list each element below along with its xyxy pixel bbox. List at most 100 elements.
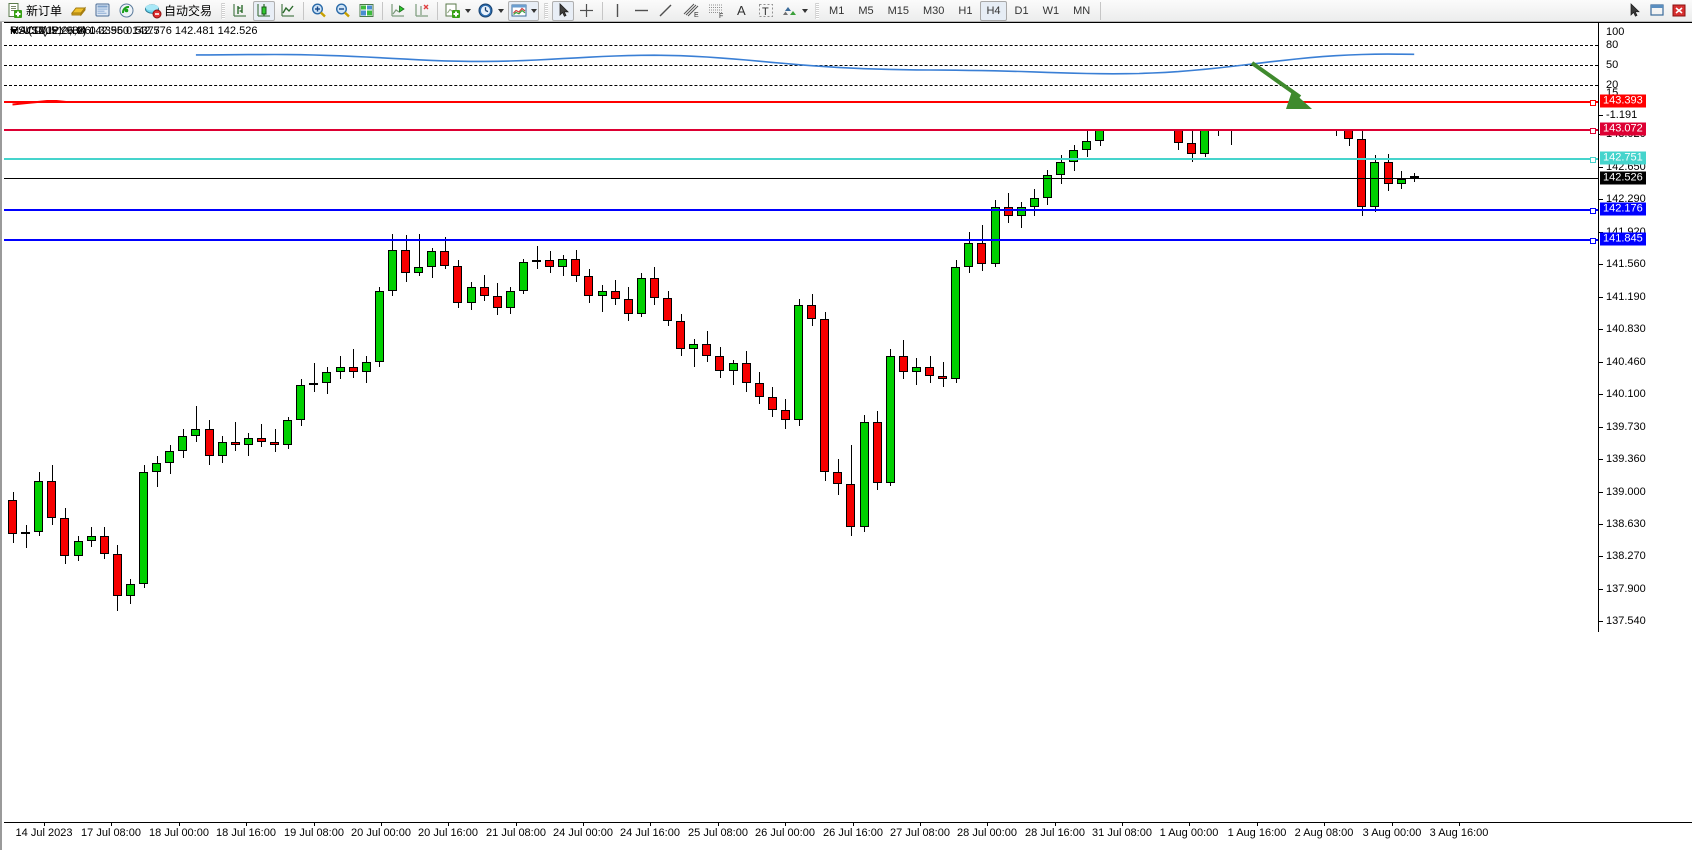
candle-body xyxy=(506,290,515,309)
shapes-button[interactable] xyxy=(779,1,810,21)
timeframe-m15[interactable]: M15 xyxy=(887,4,909,17)
timeframe-m30[interactable]: M30 xyxy=(923,4,945,17)
level-line-support[interactable] xyxy=(4,237,1598,244)
candlestick-chart-button[interactable] xyxy=(253,0,276,21)
rsi-line xyxy=(195,53,1415,75)
timeframe-m1[interactable]: M1 xyxy=(829,4,845,17)
price-tag-support[interactable]: 141.845 xyxy=(1600,232,1646,246)
chevron-down-icon-3[interactable] xyxy=(531,8,538,13)
chevron-down-icon[interactable] xyxy=(465,8,472,13)
time-axis-tick xyxy=(516,823,517,826)
text-label-button[interactable]: T xyxy=(755,1,777,21)
price-tag-pivot[interactable]: 142.751 xyxy=(1600,151,1646,165)
bar-chart-button[interactable] xyxy=(229,1,251,21)
green-arrow-annotation[interactable] xyxy=(1242,57,1332,117)
minimize-icon xyxy=(1650,4,1664,16)
price-axis-label: 139.000 xyxy=(1606,485,1646,498)
gold-bar-button[interactable] xyxy=(68,1,90,21)
time-axis-label: 19 Jul 08:00 xyxy=(284,827,344,839)
minimize-button[interactable] xyxy=(1647,1,1667,21)
level-line-handle[interactable] xyxy=(1590,128,1596,135)
rsi-pane[interactable]: RSI(14) 51.9386 100 80 50 20 15 xyxy=(4,22,1692,100)
zoom-in-button[interactable] xyxy=(308,1,330,21)
candle-body xyxy=(218,441,227,456)
candle-body xyxy=(1069,150,1078,163)
chart-menu-caret-icon[interactable] xyxy=(10,28,18,34)
time-axis[interactable]: 14 Jul 2023 17 Jul 08:00 18 Jul 00:00 18 Ju… xyxy=(4,822,1692,848)
equidistant-channel-button[interactable]: E xyxy=(679,1,703,21)
candle-body xyxy=(820,318,829,472)
cursor-button[interactable] xyxy=(552,0,575,21)
level-line-resistance[interactable] xyxy=(4,128,1598,135)
vertical-line-button[interactable] xyxy=(607,1,629,21)
chevron-down-icon-4[interactable] xyxy=(802,8,809,13)
rsi-plot-area[interactable] xyxy=(4,23,1598,100)
level-line-handle[interactable] xyxy=(1590,156,1596,163)
candle-body xyxy=(231,441,240,446)
candle-wick xyxy=(235,422,236,451)
text-label-icon: T xyxy=(759,4,774,18)
toolbar-divider xyxy=(303,1,305,20)
time-axis-tick xyxy=(1122,823,1123,826)
price-tag-resistance[interactable]: 143.072 xyxy=(1600,122,1646,136)
zoom-out-button[interactable] xyxy=(332,1,354,21)
period-icon xyxy=(478,3,493,18)
chevron-down-icon-2[interactable] xyxy=(498,8,505,13)
price-plot-area[interactable] xyxy=(4,22,1598,632)
level-line-handle[interactable] xyxy=(1590,237,1596,244)
text-button[interactable]: A xyxy=(731,1,753,21)
level-line-handle[interactable] xyxy=(1590,99,1596,106)
candle-body xyxy=(977,242,986,264)
new-chart-button[interactable] xyxy=(442,1,473,21)
level-line-support[interactable] xyxy=(4,208,1598,215)
timeframe-w1[interactable]: W1 xyxy=(1042,4,1060,17)
toolbar-divider-5 xyxy=(1100,1,1102,20)
timeframe-h1[interactable]: H1 xyxy=(958,4,973,17)
toolbar-divider-3 xyxy=(437,1,439,20)
price-tag-support[interactable]: 142.176 xyxy=(1600,202,1646,216)
crosshair-button[interactable] xyxy=(576,1,598,21)
timeframe-m5[interactable]: M5 xyxy=(858,4,874,17)
price-axis-tick xyxy=(1599,556,1603,558)
level-line-handle[interactable] xyxy=(1590,208,1596,215)
data-window-button[interactable] xyxy=(356,1,378,21)
candle-body xyxy=(139,471,148,584)
fibonacci-button[interactable]: F xyxy=(705,1,729,21)
auto-trading-button[interactable]: 自动交易 xyxy=(140,1,216,21)
period-button[interactable] xyxy=(475,1,506,21)
close-button[interactable] xyxy=(1669,1,1689,21)
templates-button[interactable] xyxy=(508,0,540,21)
timeframe-mn[interactable]: MN xyxy=(1073,4,1091,17)
signals-button[interactable] xyxy=(116,1,138,21)
candle-body xyxy=(532,260,541,263)
timeframe-d1[interactable]: D1 xyxy=(1014,4,1029,17)
level-line-last-price[interactable] xyxy=(4,177,1598,179)
terminal-button[interactable] xyxy=(92,1,114,21)
shapes-icon xyxy=(783,7,797,15)
new-order-button[interactable]: 新订单 xyxy=(3,1,66,21)
level-line-pivot[interactable] xyxy=(4,156,1598,163)
line-chart-button[interactable] xyxy=(277,1,299,21)
candle-body xyxy=(715,356,724,371)
price-axis-label: 137.540 xyxy=(1606,615,1646,628)
chart-shift-button[interactable] xyxy=(387,1,409,21)
level-line-resistance[interactable] xyxy=(4,99,1598,106)
new-order-icon xyxy=(8,3,22,18)
window-controls xyxy=(1624,1,1690,21)
candle-body xyxy=(545,260,554,268)
pointer-button[interactable] xyxy=(1625,1,1645,21)
trendline-button[interactable] xyxy=(655,1,677,21)
timeframe-h4[interactable]: H4 xyxy=(980,0,1007,21)
equidistant-channel-icon: E xyxy=(683,3,699,19)
time-axis-tick xyxy=(583,823,584,826)
auto-scroll-button[interactable] xyxy=(411,1,433,21)
price-axis-label: 139.360 xyxy=(1606,453,1646,466)
symbol-ohlc-text: USDJPY-,H4 142.550 142.576 142.481 142.5… xyxy=(23,25,258,37)
horizontal-line-button[interactable] xyxy=(631,1,653,21)
line-chart-icon xyxy=(281,4,295,17)
price-tag-last-price[interactable]: 142.526 xyxy=(1600,171,1646,185)
price-tag-resistance[interactable]: 143.393 xyxy=(1600,94,1646,108)
candle-body xyxy=(781,409,790,421)
rsi-level-line xyxy=(4,45,1598,46)
candle-wick xyxy=(537,246,538,270)
